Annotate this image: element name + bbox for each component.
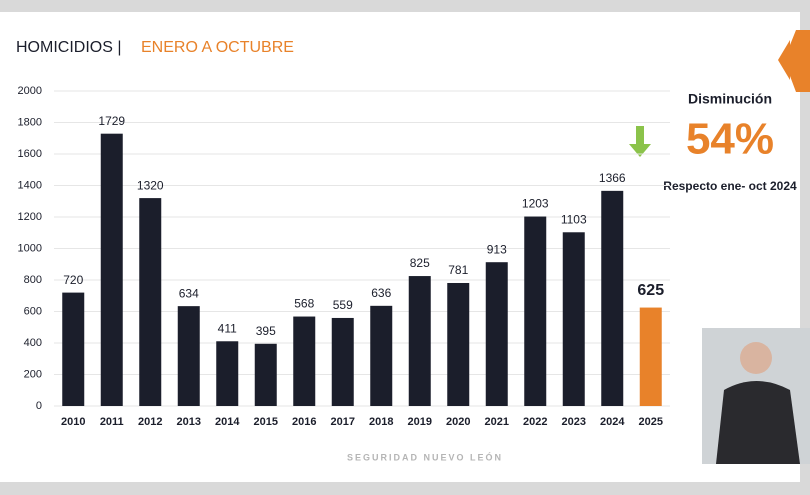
value-label: 720 (63, 273, 83, 287)
y-tick-label: 1800 (18, 116, 42, 128)
value-label: 1103 (561, 212, 587, 226)
value-label: 913 (487, 242, 507, 256)
y-tick-label: 1400 (18, 179, 42, 191)
y-tick-label: 1000 (18, 242, 42, 254)
value-label: 1366 (599, 171, 626, 185)
y-tick-label: 800 (24, 274, 42, 286)
value-label: 1729 (98, 114, 125, 128)
x-tick-label: 2015 (254, 416, 278, 428)
chart-subtitle: ENERO A OCTUBRE (141, 39, 294, 56)
bar (100, 133, 123, 406)
bar (447, 282, 470, 406)
x-tick-label: 2025 (639, 416, 663, 428)
y-tick-label: 1600 (18, 148, 42, 160)
bar (139, 198, 162, 406)
bar (370, 305, 393, 406)
x-tick-label: 2020 (446, 416, 470, 428)
annotation-value: 54% (686, 115, 774, 164)
bar (62, 292, 85, 406)
bar (177, 306, 200, 406)
down-arrow (629, 126, 651, 157)
value-label: 825 (410, 256, 430, 270)
x-tick-label: 2016 (292, 416, 316, 428)
y-tick-label: 1200 (18, 211, 42, 223)
x-tick-label: 2019 (408, 416, 432, 428)
bar (216, 341, 239, 406)
bar (639, 307, 662, 406)
chart-title: HOMICIDIOS | (16, 39, 122, 56)
x-tick-label: 2022 (523, 416, 547, 428)
annotation-heading: Disminución (688, 91, 772, 107)
slide (0, 12, 800, 482)
x-tick-label: 2011 (100, 416, 124, 428)
y-tick-label: 200 (24, 368, 42, 380)
footer: SEGURIDAD NUEVO LEÓN (347, 451, 503, 462)
bar (562, 232, 585, 406)
x-tick-label: 2010 (61, 416, 85, 428)
value-label: 411 (218, 321, 237, 335)
bar (601, 190, 624, 406)
value-label: 395 (256, 324, 276, 338)
value-label: 636 (371, 286, 391, 300)
value-label: 559 (333, 298, 353, 312)
value-label: 1320 (137, 178, 164, 192)
x-tick-label: 2014 (215, 416, 240, 428)
bar (524, 216, 547, 406)
value-label: 1203 (522, 197, 549, 211)
bar (485, 262, 508, 406)
interpreter-body (716, 381, 800, 464)
interpreter-head (740, 342, 772, 374)
bar (293, 316, 316, 406)
value-label: 625 (637, 282, 664, 299)
x-tick-label: 2023 (562, 416, 586, 428)
bar (408, 276, 431, 406)
x-tick-label: 2013 (177, 416, 201, 428)
bar (331, 317, 354, 406)
x-tick-label: 2024 (600, 416, 625, 428)
value-label: 634 (179, 286, 199, 300)
y-tick-label: 400 (24, 337, 42, 349)
y-tick-label: 600 (24, 305, 42, 317)
annotation-note: Respecto ene- oct 2024 (663, 179, 797, 193)
x-tick-label: 2018 (369, 416, 393, 428)
x-tick-label: 2017 (331, 416, 355, 428)
y-tick-label: 2000 (18, 85, 42, 97)
value-label: 568 (294, 297, 314, 311)
y-tick-label: 0 (36, 400, 42, 412)
x-tick-label: 2012 (138, 416, 162, 428)
x-tick-label: 2021 (485, 416, 509, 428)
logo-shape (778, 30, 810, 92)
bar (254, 343, 277, 406)
value-label: 781 (448, 263, 468, 277)
